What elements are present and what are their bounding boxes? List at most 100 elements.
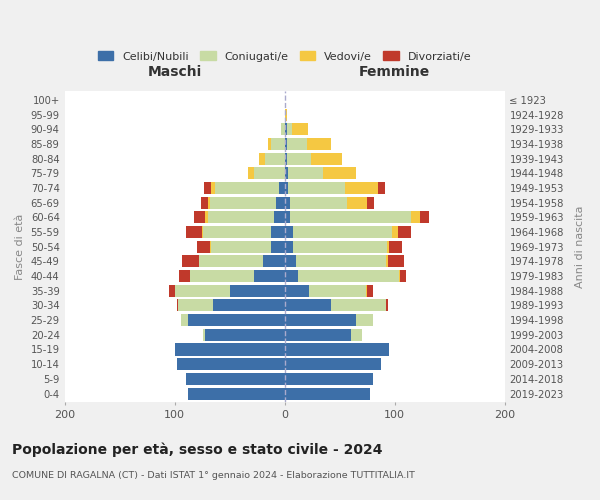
Bar [400,270,406,282]
Bar [296,256,386,268]
Bar [366,284,367,297]
Bar [271,226,284,238]
Bar [290,212,411,224]
Bar [331,300,386,312]
Text: COMUNE DI RAGALNA (CT) - Dati ISTAT 1° gennaio 2024 - Elaborazione TUTTITALIA.IT: COMUNE DI RAGALNA (CT) - Dati ISTAT 1° g… [12,472,415,480]
Bar [263,256,284,268]
Bar [389,240,402,252]
Bar [293,240,387,252]
Bar [290,196,347,208]
Bar [208,196,210,208]
Bar [205,212,208,224]
Text: Femmine: Femmine [359,66,430,80]
Legend: Celibi/Nubili, Coniugati/e, Vedovi/e, Divorziati/e: Celibi/Nubili, Coniugati/e, Vedovi/e, Di… [94,47,476,66]
Bar [204,182,211,194]
Bar [248,168,254,179]
Bar [350,329,362,341]
Bar [177,358,284,370]
Bar [175,344,284,355]
Bar [194,212,205,224]
Bar [284,212,290,224]
Bar [259,152,265,164]
Bar [281,123,284,135]
Bar [367,284,373,297]
Bar [307,138,331,150]
Bar [210,196,276,208]
Bar [287,152,311,164]
Bar [323,168,356,179]
Bar [265,152,284,164]
Bar [203,226,271,238]
Bar [284,358,382,370]
Bar [288,182,345,194]
Y-axis label: Anni di nascita: Anni di nascita [575,206,585,288]
Bar [169,284,175,297]
Bar [287,123,292,135]
Bar [347,196,367,208]
Bar [284,373,373,385]
Bar [213,300,284,312]
Bar [284,182,288,194]
Bar [386,256,388,268]
Bar [230,284,284,297]
Bar [182,256,199,268]
Bar [392,226,398,238]
Bar [254,168,284,179]
Bar [276,196,284,208]
Bar [284,108,287,120]
Bar [284,152,287,164]
Bar [309,284,366,297]
Bar [185,373,284,385]
Bar [284,196,290,208]
Bar [284,226,293,238]
Bar [188,314,284,326]
Bar [284,314,356,326]
Bar [279,182,284,194]
Bar [287,138,307,150]
Bar [274,212,284,224]
Bar [284,240,293,252]
Bar [208,212,274,224]
Bar [284,344,389,355]
Text: Popolazione per età, sesso e stato civile - 2024: Popolazione per età, sesso e stato civil… [12,442,383,457]
Bar [211,240,271,252]
Bar [386,300,388,312]
Bar [387,240,389,252]
Bar [345,182,378,194]
Bar [292,123,308,135]
Bar [271,240,284,252]
Bar [203,329,205,341]
Bar [284,284,309,297]
Bar [367,196,374,208]
Bar [188,388,284,400]
Bar [202,226,203,238]
Bar [284,388,370,400]
Bar [178,300,213,312]
Bar [356,314,373,326]
Bar [210,240,211,252]
Bar [201,196,208,208]
Bar [215,182,279,194]
Bar [298,270,399,282]
Bar [398,226,411,238]
Bar [179,270,190,282]
Bar [190,270,254,282]
Bar [181,314,188,326]
Bar [254,270,284,282]
Bar [271,138,284,150]
Bar [268,138,271,150]
Bar [284,270,298,282]
Bar [293,226,392,238]
Bar [284,300,331,312]
Bar [175,284,230,297]
Bar [284,168,288,179]
Bar [284,123,287,135]
Bar [199,256,263,268]
Bar [211,182,215,194]
Bar [399,270,400,282]
Bar [177,300,178,312]
Bar [205,329,284,341]
Bar [388,256,404,268]
Bar [197,240,210,252]
Bar [288,168,323,179]
